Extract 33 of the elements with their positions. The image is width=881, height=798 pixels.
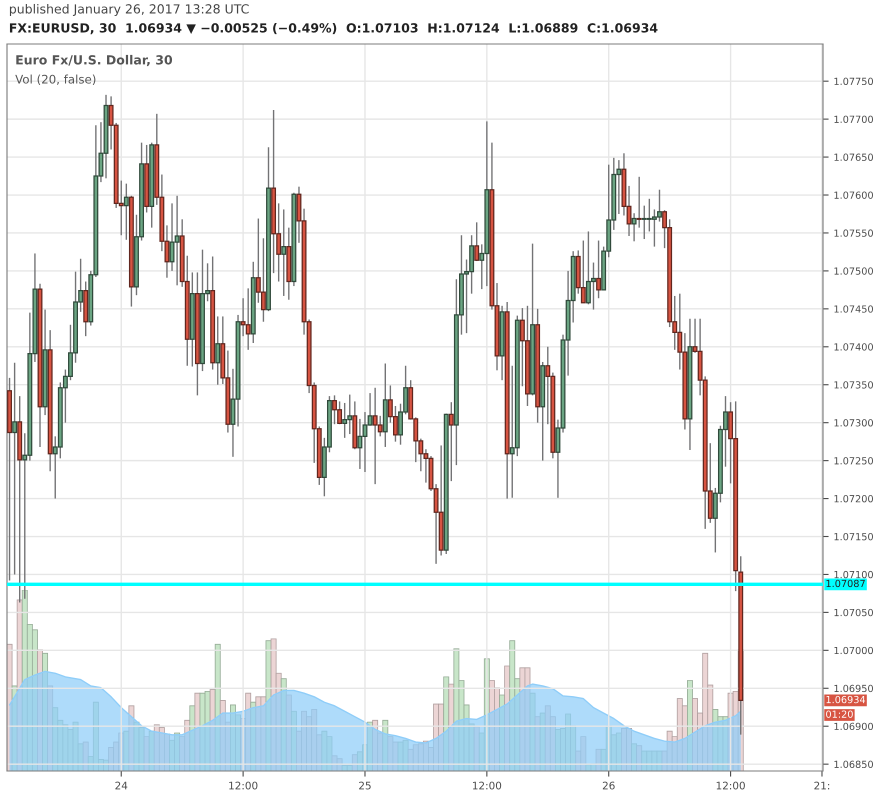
text: published January 26, 2017 13:28 UTC (10, 4, 249, 16)
text: FX:EURUSD, 30 1.06934 ▼ −0.00525 (−0.49%) O:1.07103 H:1.07124 L:1.06889 C:1.06934 (10, 22, 658, 34)
text: 1.06934 (826, 696, 866, 704)
y-tick-label: 1.06950 (834, 684, 873, 692)
x-tick-label: 26 (602, 782, 615, 790)
y-tick-label: 1.07500 (834, 267, 873, 275)
y-tick-label: 1.07200 (834, 495, 873, 502)
x-tick-label: 12:00 (472, 782, 502, 790)
y-tick-label: 1.07600 (834, 191, 873, 199)
y-tick-label: 1.07350 (834, 381, 873, 389)
y-tick-label: 1.07000 (834, 646, 873, 654)
x-tick-label: 24 (115, 782, 128, 790)
y-tick-label: 1.06850 (834, 760, 873, 768)
ref-line-label: 1.07087 (826, 580, 865, 588)
text: 01:20 (826, 710, 853, 718)
y-tick-label: 1.07300 (834, 419, 873, 427)
y-tick-label: 1.07450 (834, 305, 873, 313)
text: Euro Fx/U.S. Dollar, 30 (16, 54, 172, 66)
y-tick-label: 1.07550 (834, 229, 873, 237)
y-tick-label: 1.07150 (834, 532, 873, 540)
y-tick-label: 1.07650 (834, 154, 873, 161)
x-tick-label: 25 (359, 782, 371, 790)
x-tick-label: 21: (814, 782, 830, 790)
x-tick-label: 12:00 (716, 782, 745, 790)
y-tick-label: 1.07100 (834, 570, 873, 578)
y-tick-label: 1.07700 (834, 116, 873, 123)
x-tick-label: 12:00 (229, 782, 258, 790)
y-tick-label: 1.07750 (834, 78, 873, 86)
y-tick-label: 1.07250 (834, 457, 873, 464)
y-tick-label: 1.06900 (834, 722, 873, 730)
y-tick-label: 1.07050 (834, 608, 873, 616)
y-tick-label: 1.07400 (834, 343, 873, 351)
text: Vol (20, false) (15, 74, 96, 86)
